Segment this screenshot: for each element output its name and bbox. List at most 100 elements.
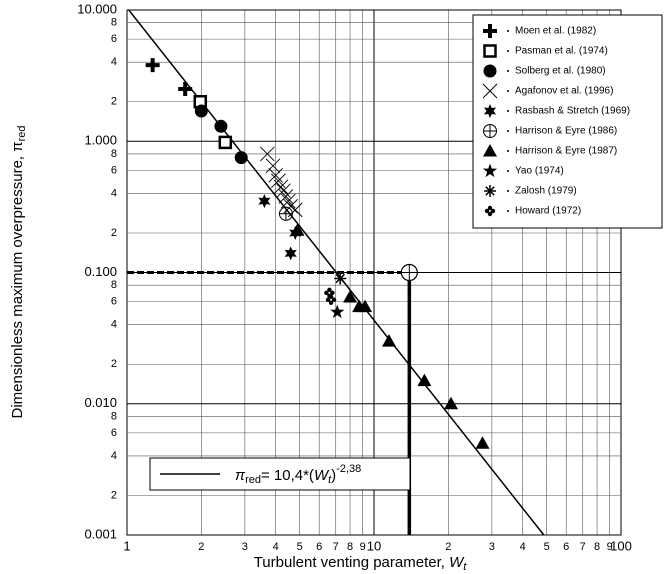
- fit-legend-label: πred= 10,4*(Wt)-2,38: [235, 463, 361, 486]
- marker-shape: [324, 290, 329, 296]
- legend-leader: [507, 110, 509, 112]
- y-tick-label: 8: [111, 148, 117, 160]
- data-point: [334, 272, 347, 285]
- legend-marker: [484, 205, 496, 217]
- marker-shape: [483, 24, 497, 38]
- marker-shape: [484, 208, 490, 214]
- marker-shape: [218, 135, 233, 150]
- y-tick-label: 4: [111, 56, 117, 68]
- y-tick-label: 10.000: [77, 1, 117, 16]
- marker-shape: [487, 205, 493, 211]
- y-tick-label: 6: [111, 427, 117, 439]
- fit-legend: πred= 10,4*(Wt)-2,38: [149, 457, 411, 491]
- marker-shape: [234, 151, 248, 165]
- data-point: [278, 189, 294, 204]
- marker-shape: [490, 208, 496, 214]
- data-point: [271, 173, 286, 189]
- y-tick-label: 4: [111, 319, 117, 331]
- marker-shape: [483, 64, 497, 78]
- y-tick-label: 2: [111, 96, 117, 108]
- marker-shape: [290, 223, 305, 236]
- marker-shape: [265, 158, 281, 174]
- y-tick-label: 0.100: [84, 264, 117, 279]
- legend-leader: [507, 50, 509, 52]
- marker-shape: [287, 202, 303, 218]
- data-point: [273, 179, 289, 195]
- x-tick-label: 6: [316, 541, 322, 553]
- legend-label: Yao (1974): [515, 166, 564, 177]
- legend-marker: [483, 144, 497, 157]
- marker-shape: [483, 144, 497, 157]
- marker-shape: [276, 183, 291, 199]
- marker-shape: [483, 104, 497, 118]
- legend-box: [472, 14, 663, 229]
- marker-shape: [417, 373, 432, 387]
- data-point: [330, 304, 345, 319]
- x-tick-label: 9: [360, 541, 366, 553]
- marker-shape: [475, 436, 490, 449]
- marker-shape: [273, 179, 289, 195]
- marker-shape: [281, 193, 296, 209]
- data-point: [444, 396, 459, 410]
- marker-shape: [444, 396, 459, 410]
- y-tick-label: 6: [111, 33, 117, 45]
- marker-shape: [358, 299, 373, 313]
- legend-leader: [507, 170, 509, 172]
- x-tick-label: 3: [242, 541, 248, 553]
- legend-leader: [507, 30, 509, 32]
- legend-label: Zalosh (1979): [515, 186, 577, 197]
- data-point: [265, 158, 281, 174]
- legend-label: Pasman et al. (1974): [515, 46, 608, 57]
- x-tick-label: 10: [367, 538, 381, 553]
- data-point: [145, 58, 160, 73]
- fit-pi: π: [235, 467, 246, 484]
- x-tick-label: 2: [445, 541, 451, 553]
- marker-shape: [284, 246, 297, 261]
- data-point: [278, 206, 293, 221]
- legend-marker: [483, 64, 497, 78]
- marker-shape: [328, 300, 334, 305]
- legend-label: Howard (1972): [515, 206, 581, 217]
- fit-var: W: [314, 467, 330, 484]
- reference-cross: [401, 264, 418, 281]
- marker-shape: [328, 294, 334, 299]
- y-tick-label: 0.001: [84, 526, 117, 541]
- x-title-sub: t: [463, 561, 467, 573]
- fit-exp: -2,38: [336, 463, 361, 475]
- x-tick-label: 1: [123, 538, 130, 553]
- marker-shape: [145, 58, 160, 73]
- data-point: [475, 436, 490, 449]
- marker-shape: [483, 44, 497, 58]
- reference-point: [400, 263, 418, 282]
- legend-label: Harrison & Eyre (1986): [515, 126, 617, 137]
- data-point: [287, 202, 303, 218]
- data-point: [218, 135, 233, 150]
- legend-marker: [484, 185, 496, 197]
- legend-leader: [507, 90, 509, 92]
- marker-shape: [258, 194, 271, 209]
- legend-marker: [483, 124, 497, 138]
- y-tick-label: 4: [111, 450, 117, 462]
- x-tick-label: 2: [198, 541, 204, 553]
- data-point: [343, 290, 358, 303]
- legend-marker: [483, 24, 497, 38]
- x-tick-label: 7: [333, 541, 339, 553]
- marker-shape: [178, 82, 193, 97]
- x-axis-title: Turbulent venting parameter, Wt: [254, 554, 468, 573]
- legend-marker: [483, 104, 497, 118]
- data-point: [381, 334, 396, 347]
- data-point: [417, 373, 432, 387]
- marker-shape: [260, 146, 275, 162]
- x-tick-label: 4: [520, 541, 526, 553]
- legend-leader: [507, 70, 509, 72]
- marker-shape: [330, 304, 345, 319]
- legend-leader: [507, 130, 509, 132]
- marker-shape: [327, 287, 332, 293]
- data-point: [214, 119, 228, 133]
- data-point: [281, 193, 296, 209]
- fit-paren: ): [331, 467, 336, 484]
- y-tick-label: 2: [111, 489, 117, 501]
- x-tick-label: 8: [594, 541, 600, 553]
- y-tick-label: 8: [111, 279, 117, 291]
- x-title-text: Turbulent venting parameter,: [254, 554, 449, 571]
